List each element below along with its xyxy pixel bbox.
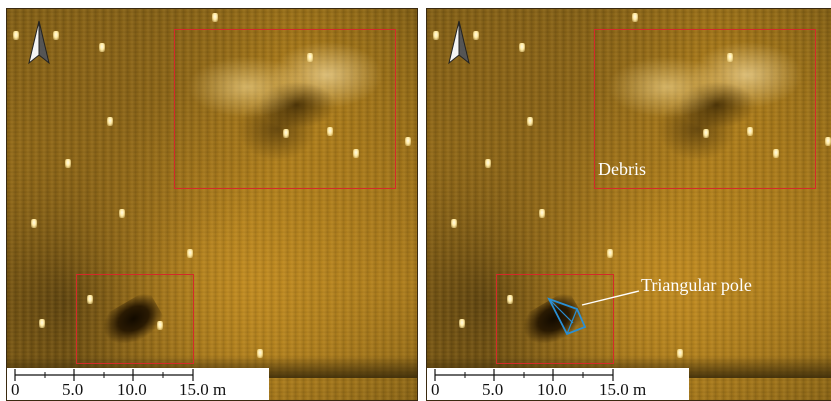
scale-tick-label: 5.0 — [482, 380, 504, 399]
sonar-return — [519, 43, 525, 52]
north-arrow-icon — [448, 20, 470, 65]
sonar-return — [157, 321, 163, 330]
sonar-return — [632, 13, 638, 22]
scale-tick-label: 0 — [431, 380, 440, 399]
sonar-return — [257, 349, 263, 358]
scale-tick-label: 0 — [11, 380, 20, 399]
sonar-return — [825, 137, 831, 146]
scale-tick-label: 10.0 — [537, 380, 567, 399]
sonar-return — [473, 31, 479, 40]
sonar-return — [307, 53, 313, 62]
pole-region-box — [496, 274, 614, 364]
sonar-return — [677, 349, 683, 358]
sonar-return — [459, 319, 465, 328]
debris-region-box — [174, 29, 396, 189]
sonar-return — [283, 129, 289, 138]
sonar-return — [31, 219, 37, 228]
sonar-return — [433, 31, 439, 40]
sonar-return — [87, 295, 93, 304]
sonar-return — [607, 249, 613, 258]
sonar-panel-original: 0 5.0 10.0 15.0 m — [6, 8, 418, 401]
sonar-return — [485, 159, 491, 168]
scale-bar: 0 5.0 10.0 15.0 m — [7, 368, 269, 400]
sonar-return — [527, 117, 533, 126]
sonar-return — [727, 53, 733, 62]
debris-label: Debris — [598, 159, 646, 179]
sonar-return — [39, 319, 45, 328]
debris-field-texture — [187, 39, 387, 159]
north-arrow-icon — [28, 20, 50, 65]
sonar-return — [13, 31, 19, 40]
triangular-pole-label: Triangular pole — [641, 275, 752, 295]
sonar-return — [187, 249, 193, 258]
scale-tick-label: 15.0 m — [179, 380, 227, 399]
sonar-return — [327, 127, 333, 136]
sonar-return — [773, 149, 779, 158]
sonar-return — [107, 117, 113, 126]
sonar-return — [747, 127, 753, 136]
scale-tick-label: 5.0 — [62, 380, 84, 399]
sonar-return — [65, 159, 71, 168]
pole-region-box — [76, 274, 194, 364]
debris-region-box — [594, 29, 816, 189]
sonar-return — [405, 137, 411, 146]
sonar-return — [539, 209, 545, 218]
sonar-return — [212, 13, 218, 22]
debris-field-texture — [607, 39, 807, 159]
sonar-return — [353, 149, 359, 158]
sonar-return — [53, 31, 59, 40]
sonar-return — [99, 43, 105, 52]
sonar-return — [703, 129, 709, 138]
sonar-return — [451, 219, 457, 228]
scale-tick-label: 15.0 m — [599, 380, 647, 399]
sonar-return — [507, 295, 513, 304]
scale-tick-label: 10.0 — [117, 380, 147, 399]
sonar-return — [119, 209, 125, 218]
scale-bar: 0 5.0 10.0 15.0 m — [427, 368, 689, 400]
sonar-panel-annotated: Debris Triangular pole 0 5.0 10.0 15.0 m — [426, 8, 831, 401]
